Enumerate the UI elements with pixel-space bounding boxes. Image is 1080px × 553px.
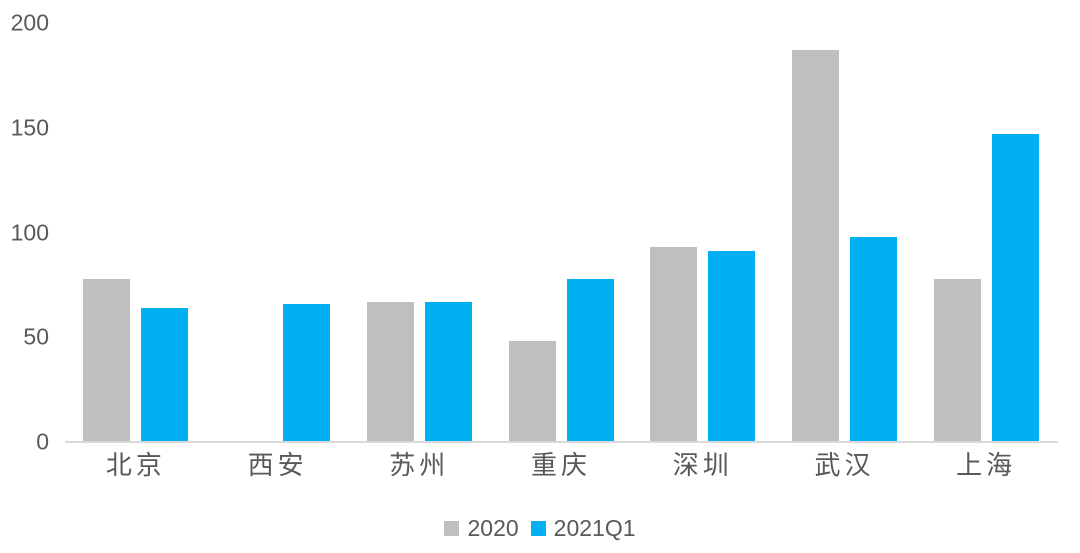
bar-2020-武汉 — [791, 50, 839, 442]
bar-group-西安 — [207, 23, 349, 442]
x-axis-label-北京: 北京 — [105, 451, 166, 480]
y-tick-label: 100 — [10, 219, 49, 245]
x-axis-label-上海: 上海 — [956, 451, 1017, 480]
legend-label: 2020 — [467, 515, 519, 541]
legend-item-2020: 2020 — [444, 515, 519, 541]
x-axis-labels: 北京 西安 苏州 重庆 深圳 武汉 上海 — [65, 453, 1057, 479]
legend-item-2021Q1: 2021Q1 — [530, 515, 636, 541]
bar-2020-上海 — [933, 278, 981, 442]
bar-group-重庆 — [490, 23, 632, 442]
x-axis-label-西安: 西安 — [247, 451, 308, 480]
bar-2021Q1-苏州 — [424, 301, 472, 442]
bar-2021Q1-深圳 — [708, 251, 756, 442]
legend-swatch-icon — [530, 521, 546, 536]
x-axis-label-武汉: 武汉 — [814, 451, 875, 480]
bar-group-苏州 — [348, 23, 490, 442]
bar-group-武汉 — [774, 23, 916, 442]
bar-2021Q1-上海 — [991, 134, 1039, 442]
bar-2020-北京 — [83, 278, 131, 442]
x-axis-line — [65, 441, 1058, 443]
y-tick-label: 50 — [23, 323, 49, 350]
bar-2021Q1-西安 — [283, 303, 331, 442]
plot-area — [65, 23, 1057, 442]
legend: 2020 2021Q1 — [0, 517, 1080, 540]
x-axis-label-深圳: 深圳 — [672, 451, 733, 480]
bar-group-深圳 — [632, 23, 774, 442]
x-axis-label-苏州: 苏州 — [389, 451, 450, 480]
x-axis-label-重庆: 重庆 — [531, 451, 592, 480]
y-tick-label: 0 — [36, 428, 49, 455]
legend-label: 2021Q1 — [553, 515, 636, 541]
bar-group-北京 — [65, 23, 207, 442]
bar-2021Q1-北京 — [141, 307, 189, 442]
bar-2020-重庆 — [508, 341, 556, 442]
y-tick-label: 200 — [10, 9, 49, 36]
legend-swatch-icon — [444, 521, 460, 536]
bar-group-上海 — [915, 23, 1057, 442]
bar-2020-苏州 — [366, 301, 414, 442]
y-tick-label: 150 — [10, 114, 49, 141]
bar-2021Q1-重庆 — [566, 278, 614, 442]
bar-2021Q1-武汉 — [849, 236, 897, 442]
bar-2020-深圳 — [650, 247, 698, 442]
